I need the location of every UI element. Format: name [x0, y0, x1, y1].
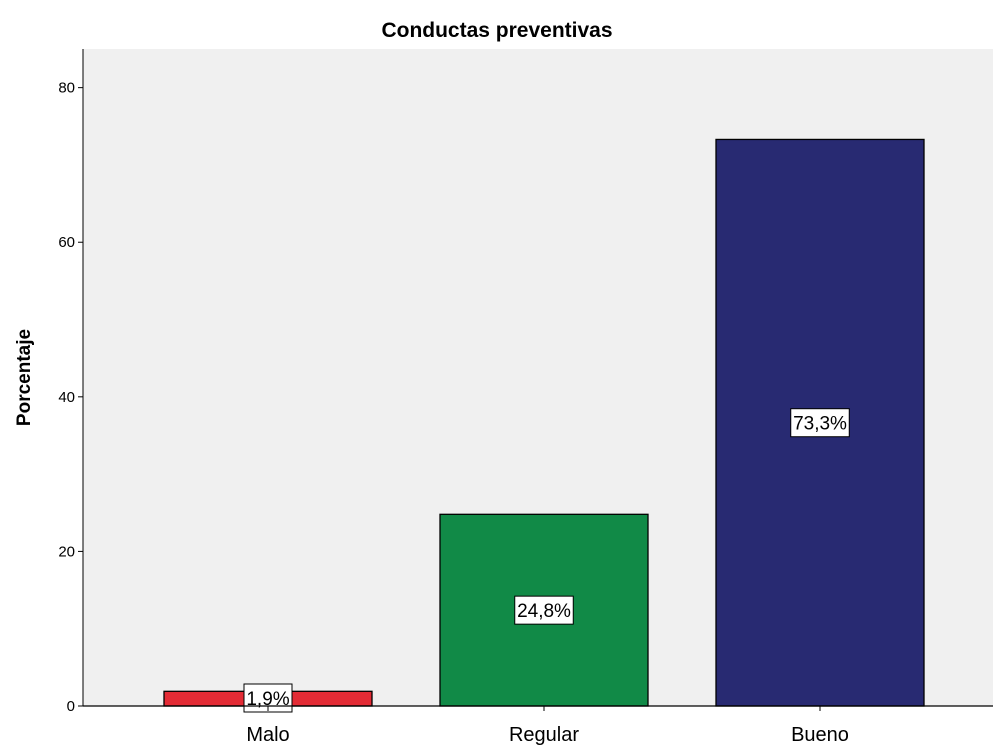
data-label-value: 24,8% [517, 601, 571, 622]
data-label-box [790, 408, 850, 438]
data-label-box [243, 683, 293, 713]
y-tick-label: 60 [58, 234, 75, 251]
x-axis: Malo Regular Bueno [83, 705, 993, 746]
data-label-value: 73,3% [793, 414, 847, 435]
y-axis-title: Porcentaje [14, 329, 35, 426]
data-label-malo: 1,9% [243, 683, 293, 713]
y-tick-label: 40 [58, 389, 75, 406]
data-labels: 1,9% 24,8% 73,3% [243, 408, 850, 713]
data-label-value: 1,9% [246, 689, 289, 710]
data-label-box [514, 595, 574, 625]
x-tick-label: Malo [246, 724, 289, 746]
y-tick-label: 0 [67, 698, 75, 715]
x-tick-label: Bueno [791, 724, 849, 746]
y-axis: 0 20 40 60 80 [58, 49, 84, 715]
y-tick-label: 20 [58, 543, 75, 560]
y-tick-label: 80 [58, 80, 75, 97]
data-label-regular: 24,8% [514, 595, 574, 625]
chart-title: Conductas preventivas [381, 19, 612, 42]
x-tick-label: Regular [509, 724, 579, 746]
data-label-bueno: 73,3% [790, 408, 850, 438]
